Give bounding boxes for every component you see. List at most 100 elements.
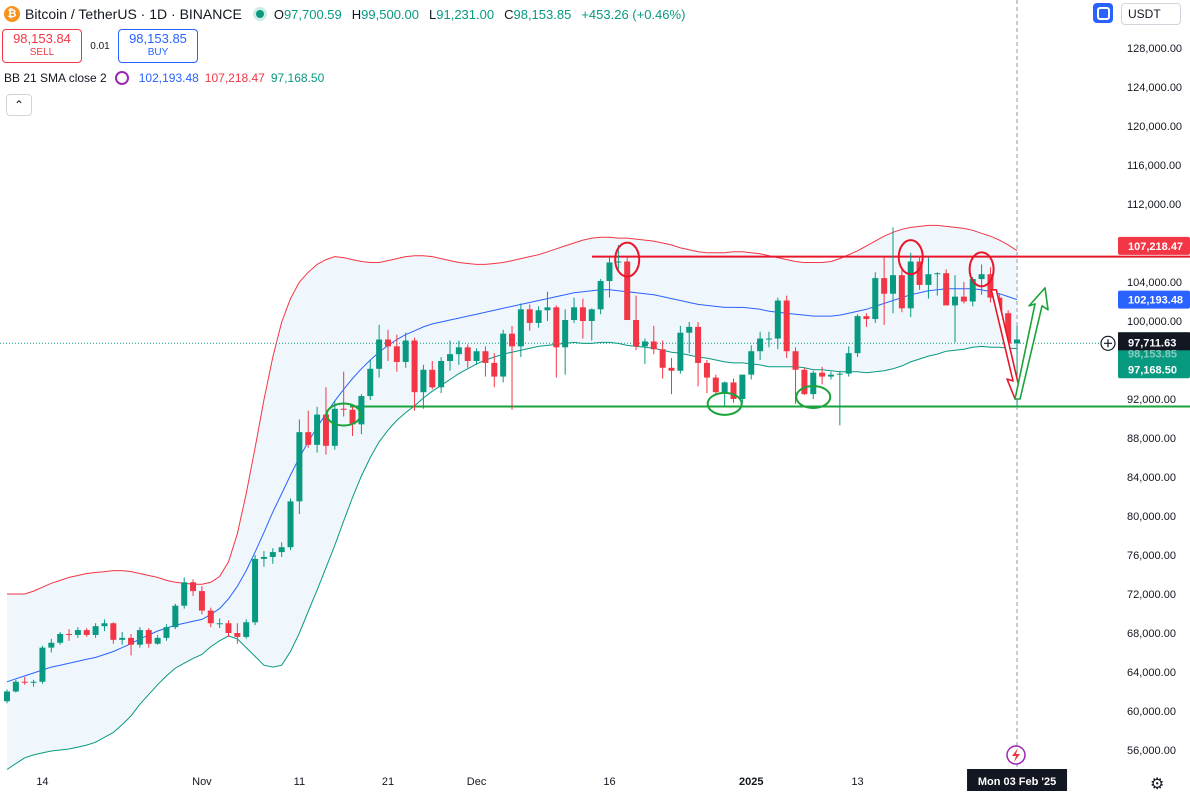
candle-body — [278, 547, 285, 553]
y-tick-label: 84,000.00 — [1127, 472, 1176, 484]
candle-body — [331, 408, 338, 446]
ohlc-open: O97,700.59 — [273, 6, 342, 22]
candle-body — [845, 353, 852, 374]
candle-body — [898, 275, 905, 309]
candle-body — [907, 261, 914, 309]
candle-body — [668, 367, 675, 371]
candle-body — [340, 408, 347, 410]
candle-body — [376, 339, 383, 369]
candle-body — [216, 623, 223, 625]
candle-body — [181, 582, 188, 606]
sell-price: 98,153.84 — [13, 31, 71, 46]
candle-body — [145, 630, 152, 644]
candle-body — [890, 275, 896, 294]
candle-body — [836, 373, 843, 375]
support-touch-marker — [706, 391, 743, 416]
upper-band-price-tag: 107,218.47 — [1128, 241, 1183, 253]
y-tick-label: 104,000.00 — [1127, 277, 1182, 289]
settings-icon[interactable]: ⚙ — [1150, 776, 1165, 793]
indicator-legend[interactable]: BB 21 SMA close 2 102,193.48 107,218.47 … — [4, 71, 324, 85]
x-tick-label: 14 — [36, 776, 48, 788]
x-tick-label: 13 — [851, 776, 863, 788]
candle-body — [916, 261, 923, 285]
candle-body — [110, 623, 117, 640]
candle-body — [810, 372, 817, 395]
lower-band-price-tag: 97,168.50 — [1128, 364, 1177, 376]
candle-body — [677, 332, 684, 371]
candle-body — [801, 369, 808, 395]
y-tick-label: 72,000.00 — [1127, 589, 1176, 601]
candle-body — [783, 300, 790, 352]
x-tick-label: Nov — [192, 776, 212, 788]
candle-body — [863, 316, 870, 320]
candle-body — [438, 360, 445, 388]
candle-body — [349, 409, 356, 425]
y-tick-label: 128,000.00 — [1127, 43, 1182, 55]
add-alert-icon — [1100, 335, 1116, 351]
candle-body — [978, 274, 985, 280]
market-status-icon — [255, 10, 264, 18]
y-tick-label: 124,000.00 — [1127, 82, 1182, 94]
candle-body — [969, 279, 976, 302]
x-tick-label: Dec — [467, 776, 487, 788]
candle-body — [287, 501, 294, 548]
candle-body — [1005, 313, 1012, 344]
candle-body — [748, 351, 755, 375]
lightning-bolt — [1012, 748, 1020, 762]
candle-body — [163, 627, 170, 638]
bitcoin-icon: ₿ — [4, 6, 20, 22]
candle-body — [420, 369, 427, 393]
candle-body — [952, 296, 959, 306]
crosshair-price-tag-bg — [1118, 332, 1190, 351]
bb-fill — [7, 225, 1017, 770]
candle-body — [305, 432, 312, 445]
y-tick-label: 76,000.00 — [1127, 550, 1176, 562]
x-tick-label: 2025 — [739, 776, 763, 788]
candle-body — [429, 369, 436, 388]
candle-body — [509, 333, 516, 347]
candle-body — [517, 309, 524, 347]
candle-body — [411, 340, 418, 393]
candle-body — [606, 262, 613, 282]
y-tick-label: 116,000.00 — [1127, 160, 1181, 172]
ohlc-close: C98,153.85 — [504, 6, 572, 22]
upper-band-price-tag-bg — [1118, 236, 1190, 255]
symbol-header: ₿ Bitcoin / TetherUS · 1D · BINANCE O97,… — [4, 4, 685, 24]
candle-body — [269, 552, 276, 557]
sell-label: SELL — [29, 47, 55, 58]
candle-body — [987, 274, 994, 298]
collapse-legend-button[interactable]: ⌃ — [6, 94, 32, 116]
candle-body — [234, 633, 241, 637]
candle-body — [207, 610, 214, 624]
candle-body — [92, 626, 99, 635]
y-tick-label: 88,000.00 — [1127, 433, 1176, 445]
candle-body — [30, 681, 37, 683]
candle-body — [615, 261, 622, 263]
candle-body — [960, 296, 967, 302]
buy-button[interactable]: 98,153.85 BUY — [118, 29, 198, 63]
basis-price-tag: 102,193.48 — [1128, 295, 1183, 307]
bb-upper-line — [7, 224, 1018, 595]
candle-body — [535, 310, 542, 323]
candle-body — [872, 278, 879, 320]
candle-body — [464, 347, 471, 361]
compare-button[interactable] — [1093, 3, 1113, 23]
crosshair-price-tag: 97,711.63 — [1128, 337, 1176, 349]
sell-button[interactable]: 98,153.84 SELL — [2, 29, 82, 63]
compare-icon — [1096, 6, 1110, 20]
y-tick-label: 112,000.00 — [1127, 199, 1181, 211]
chevron-up-icon: ⌃ — [13, 98, 25, 112]
candle-body — [686, 326, 693, 333]
symbol-title[interactable]: Bitcoin / TetherUS · 1D · BINANCE — [25, 6, 242, 22]
candle-body — [482, 351, 489, 363]
date-tag: Mon 03 Feb '25 — [978, 776, 1056, 788]
candle-body — [774, 300, 781, 339]
resistance-touch-marker — [897, 239, 924, 276]
candle-body — [624, 261, 631, 321]
y-tick-label: 120,000.00 — [1127, 121, 1182, 133]
candle-body — [562, 320, 569, 348]
currency-selector[interactable]: USDT — [1121, 3, 1181, 25]
y-tick-label: 56,000.00 — [1127, 745, 1176, 757]
candle-body — [48, 642, 55, 648]
